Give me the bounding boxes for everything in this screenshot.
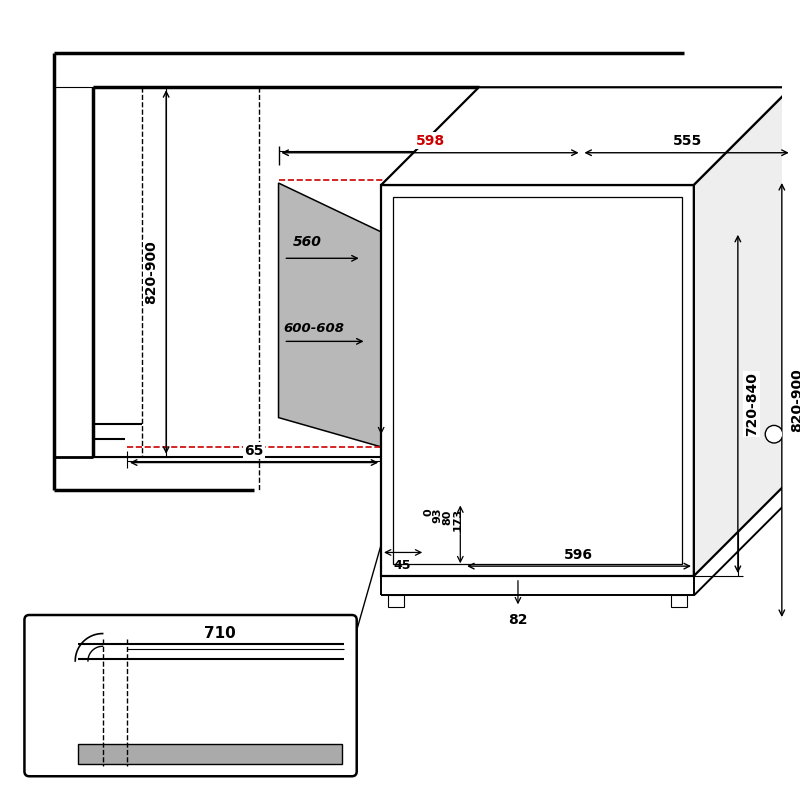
Polygon shape [694,87,792,576]
Text: 720-840: 720-840 [745,372,758,436]
Text: 65: 65 [245,444,264,458]
Bar [381,185,694,576]
Text: 820-900: 820-900 [145,240,158,304]
Text: 0: 0 [423,509,433,516]
Text: 93: 93 [433,507,443,523]
Bar [782,498,798,510]
Bar [671,595,687,607]
Bar [78,744,342,763]
Text: 45: 45 [394,559,411,572]
Circle shape [766,426,783,443]
Text: 173: 173 [452,508,462,530]
Text: 820-900: 820-900 [790,368,800,432]
Text: 80: 80 [442,510,453,525]
Bar [388,595,404,607]
Bar [393,197,682,564]
Text: 596: 596 [564,548,593,562]
FancyBboxPatch shape [25,615,357,776]
Polygon shape [278,183,381,447]
Text: 710: 710 [204,626,236,642]
Text: 600-608: 600-608 [283,322,345,334]
Text: 598: 598 [415,134,445,148]
Text: 560: 560 [293,234,322,249]
Text: 555: 555 [673,134,702,148]
Text: 82: 82 [508,613,528,627]
Polygon shape [381,87,792,185]
